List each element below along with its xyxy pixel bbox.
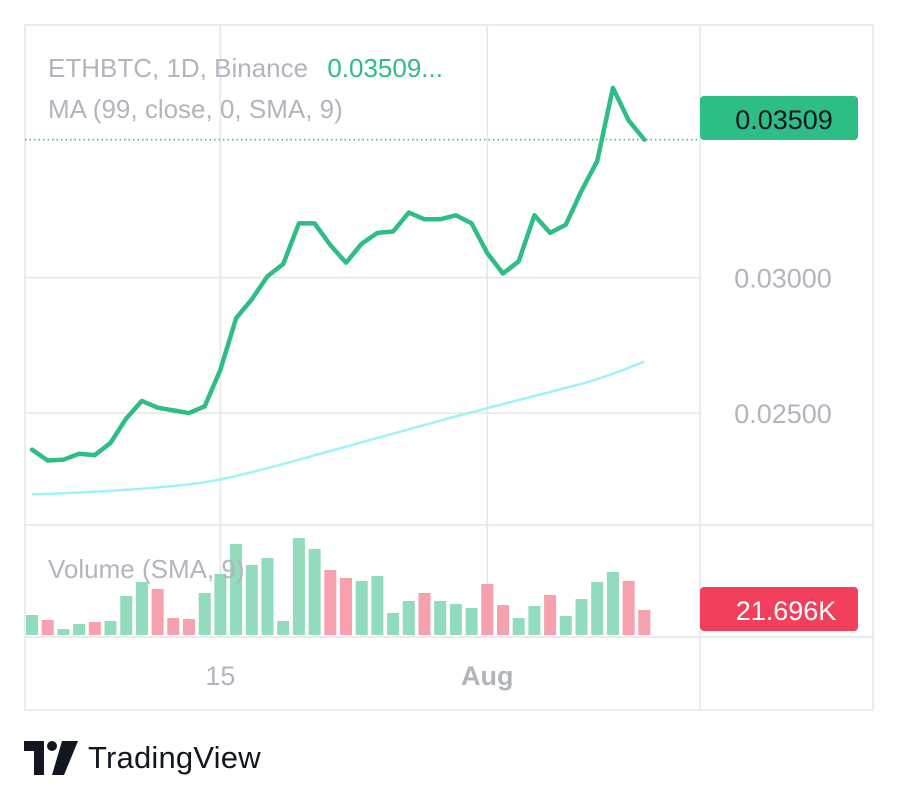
- legend-symbol: ETHBTC, 1D, Binance 0.03509...: [48, 53, 443, 83]
- volume-bar: [135, 582, 148, 635]
- price-badge-label: 0.03509: [735, 105, 833, 135]
- volume-bar: [245, 565, 258, 635]
- volume-bar: [104, 621, 117, 635]
- volume-bar: [371, 576, 384, 635]
- price-badge: 0.03509: [700, 96, 858, 140]
- volume-bar: [277, 621, 290, 635]
- volume-bar: [57, 629, 70, 635]
- volume-bar: [198, 593, 211, 635]
- volume-bar: [528, 606, 541, 635]
- volume-bar: [465, 608, 478, 635]
- volume-bar: [449, 604, 462, 635]
- volume-bar: [324, 570, 337, 635]
- volume-bar: [575, 599, 588, 635]
- volume-badge: 21.696K: [700, 587, 858, 631]
- price-line: [29, 85, 647, 463]
- tradingview-logo-text: TradingView: [88, 740, 261, 775]
- legend-volume: Volume (SMA, 9): [48, 554, 245, 584]
- volume-bar: [402, 601, 415, 635]
- grid-lines: [25, 25, 700, 637]
- legend-symbol-text: ETHBTC, 1D, Binance: [48, 53, 308, 83]
- volume-bar: [151, 589, 164, 635]
- volume-bar: [622, 581, 635, 635]
- x-axis-labels: 15 Aug: [205, 661, 513, 691]
- volume-bar: [606, 572, 619, 635]
- volume-bar: [120, 596, 133, 635]
- volume-badge-label: 21.696K: [736, 596, 837, 626]
- volume-bar: [230, 544, 243, 635]
- ma-line: [31, 360, 645, 496]
- x-tick-label: Aug: [461, 661, 513, 691]
- legend-ma: MA (99, close, 0, SMA, 9): [48, 94, 343, 124]
- y-tick-label: 0.03000: [734, 264, 832, 294]
- legend-last-value: 0.03509...: [327, 53, 443, 83]
- volume-bar: [591, 582, 604, 635]
- volume-bar: [559, 616, 572, 635]
- volume-bar: [387, 613, 400, 635]
- volume-bar: [418, 593, 431, 635]
- volume-bar: [183, 619, 195, 635]
- volume-bar: [512, 618, 525, 635]
- y-axis-labels: 0.03000 0.02500: [734, 264, 832, 430]
- price-series-layer: [29, 85, 647, 463]
- volume-bar: [340, 578, 352, 635]
- volume-bar: [355, 581, 368, 635]
- volume-bar: [292, 538, 305, 635]
- tradingview-logo-icon: [24, 741, 78, 775]
- volume-bars: [26, 538, 651, 635]
- volume-bar: [261, 558, 274, 635]
- volume-bar: [481, 584, 494, 635]
- volume-bar: [73, 624, 86, 635]
- volume-bar: [434, 601, 447, 635]
- volume-bar: [308, 549, 321, 635]
- ma-series-layer: [31, 360, 645, 496]
- volume-bar: [544, 595, 557, 635]
- volume-badge-bg: [700, 587, 858, 631]
- volume-bar: [88, 622, 101, 635]
- volume-bar: [41, 620, 54, 635]
- price-badge-bg: [700, 96, 858, 140]
- volume-bar: [638, 610, 651, 635]
- x-tick-label: 15: [205, 661, 235, 691]
- volume-bar: [26, 615, 38, 635]
- volume-bar: [497, 605, 509, 635]
- tradingview-logo[interactable]: TradingView: [24, 738, 261, 778]
- volume-bar: [214, 574, 227, 635]
- volume-bar: [167, 618, 180, 635]
- y-tick-label: 0.02500: [734, 399, 832, 429]
